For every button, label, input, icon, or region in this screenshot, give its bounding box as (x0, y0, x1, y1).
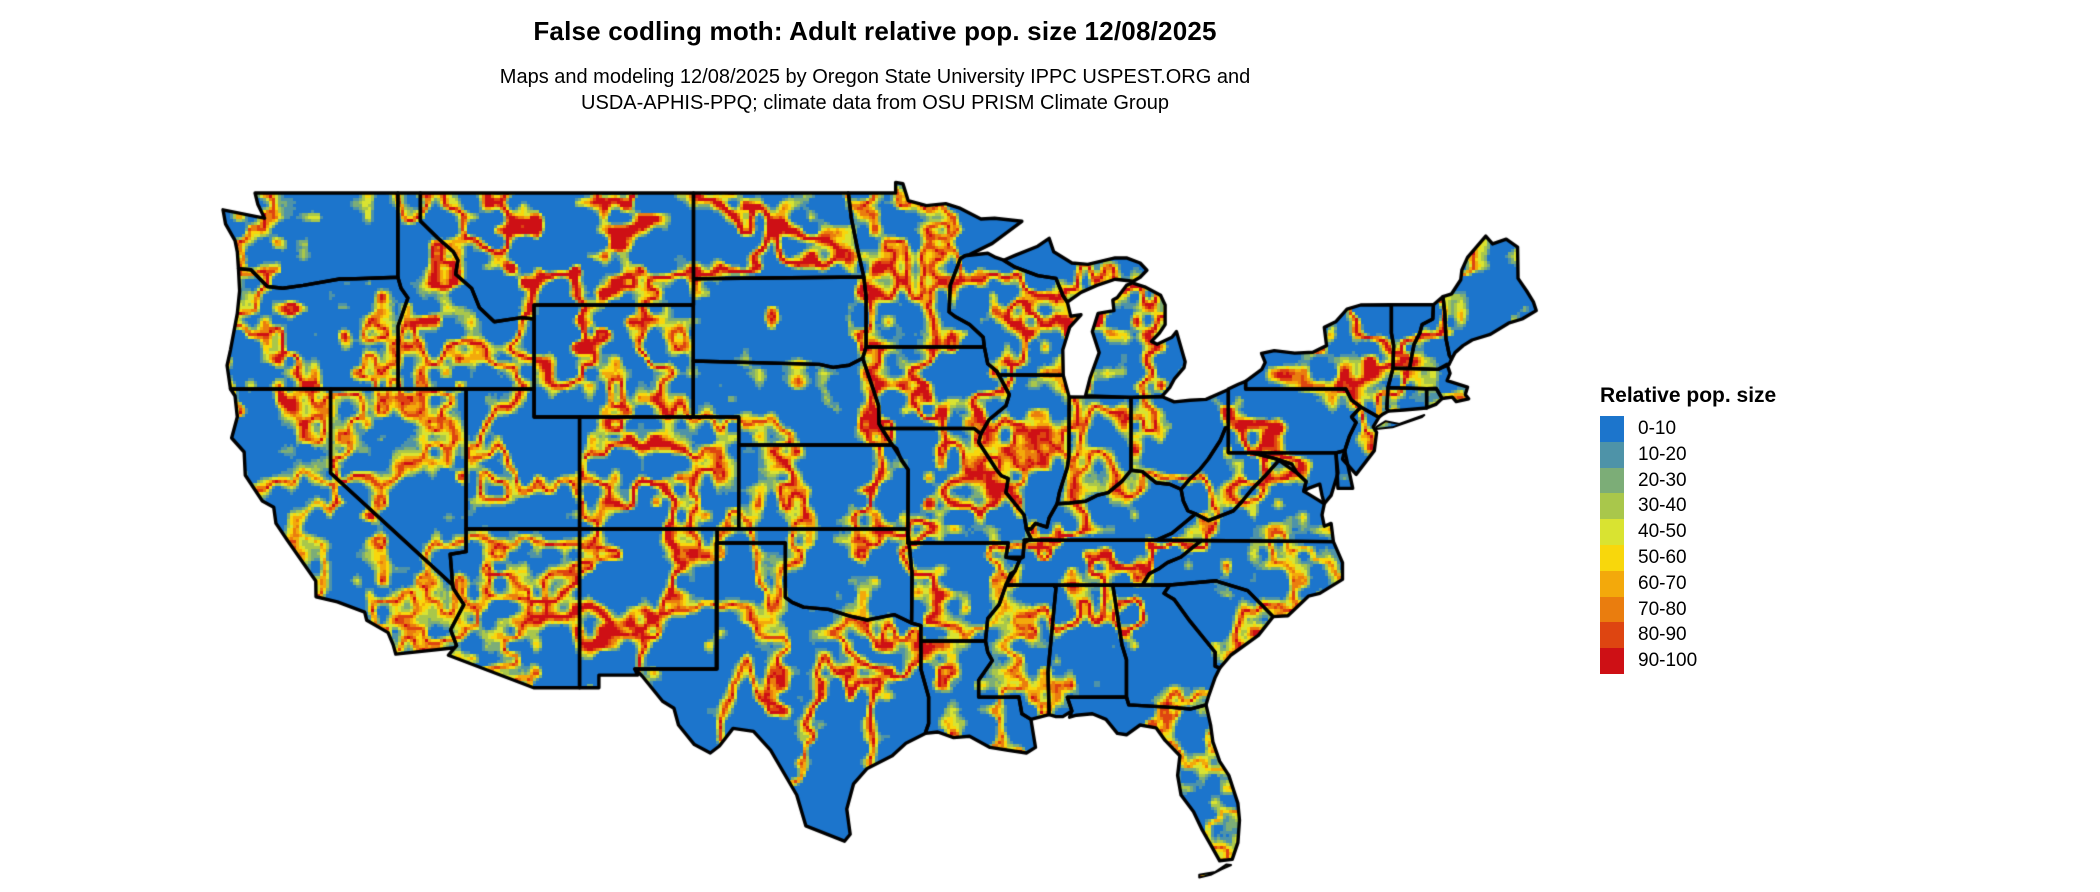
legend-swatch-50-60 (1600, 544, 1624, 571)
legend-label: 50-60 (1638, 546, 1687, 568)
legend-label: 10-20 (1638, 443, 1687, 465)
legend-label: 60-70 (1638, 572, 1687, 594)
legend-item-10-20: 10-20 (1600, 441, 1860, 468)
legend-item-30-40: 30-40 (1600, 493, 1860, 520)
legend-swatch-60-70 (1600, 570, 1624, 597)
legend-item-50-60: 50-60 (1600, 544, 1860, 571)
subtitle-line-1: Maps and modeling 12/08/2025 by Oregon S… (499, 66, 1251, 88)
legend-title: Relative pop. size (1600, 384, 1777, 407)
legend-swatch-70-80 (1600, 596, 1624, 623)
legend-swatch-0-10 (1600, 416, 1624, 442)
legend-item-80-90: 80-90 (1600, 622, 1860, 649)
us-relative-population-map-canvas (200, 165, 1560, 890)
legend-label: 20-30 (1638, 469, 1687, 491)
legend: Relative pop. size 0-10 10-20 20-30 30-40 40… (1600, 384, 1860, 674)
legend-swatch-10-20 (1600, 441, 1624, 468)
legend-swatch-40-50 (1600, 519, 1624, 545)
subtitle-line-2: USDA-APHIS-PPQ; climate data from OSU PR… (581, 91, 1169, 114)
legend-item-70-80: 70-80 (1600, 596, 1860, 623)
map-title: False codling moth: Adult relative pop. … (533, 16, 1217, 46)
legend-item-0-10: 0-10 (1600, 416, 1860, 442)
legend-item-60-70: 60-70 (1600, 570, 1860, 597)
legend-item-20-30: 20-30 (1600, 467, 1860, 494)
header: False codling moth: Adult relative pop. … (0, 16, 1750, 116)
legend-label: 30-40 (1638, 495, 1687, 517)
legend-label: 70-80 (1638, 598, 1687, 620)
legend-label: 80-90 (1638, 624, 1687, 646)
legend-label: 40-50 (1638, 521, 1687, 543)
legend-item-90-100: 90-100 (1600, 648, 1860, 674)
legend-swatch-90-100 (1600, 648, 1624, 674)
map-subtitle: Maps and modeling 12/08/2025 by Oregon S… (0, 65, 1750, 116)
legend-swatch-80-90 (1600, 622, 1624, 649)
legend-label: 0-10 (1638, 418, 1677, 439)
legend-rows: 0-10 10-20 20-30 30-40 40-50 50-60 60-70 70-80 8… (1600, 416, 1860, 674)
legend-swatch-20-30 (1600, 467, 1624, 494)
legend-swatch-30-40 (1600, 493, 1624, 520)
legend-item-40-50: 40-50 (1600, 519, 1860, 545)
legend-label: 90-100 (1638, 650, 1698, 672)
